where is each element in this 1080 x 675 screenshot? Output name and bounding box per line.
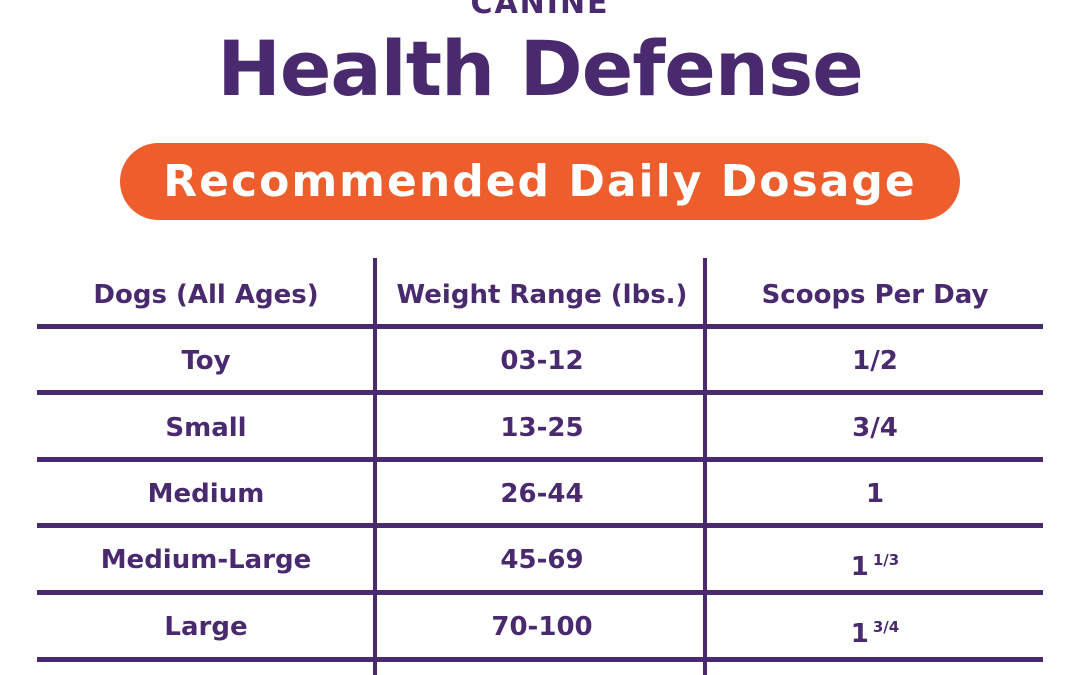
row-divider [37,657,1043,662]
row-divider [37,590,1043,595]
scoops-fraction: 3/4 [872,618,900,636]
dog-size-cell: Medium-Large [100,545,312,575]
column-header-dogs: Dogs (All Ages) [93,280,319,310]
row-divider [37,523,1043,528]
scoops-value: 3/4 [852,413,898,443]
row-divider [37,324,1043,329]
scoops-cell: 3/4 [707,413,1043,443]
dosage-table: Dogs (All Ages) Weight Range (lbs.) Scoo… [37,258,1043,675]
scoops-cell: 1/2 [707,346,1043,376]
scoops-cell: 1 1/3 [707,545,1043,582]
row-divider [37,457,1043,462]
column-divider [703,258,707,675]
scoops-value: 1 [850,619,869,649]
dosage-banner: Recommended Daily Dosage [120,143,960,220]
scoops-cell: 1 3/4 [707,612,1043,649]
dog-size-cell: Small [165,413,247,443]
row-divider [37,390,1043,395]
weight-range-cell: 45-69 [500,545,584,575]
scoops-fraction: 1/3 [872,551,900,569]
dog-size-cell: Large [164,612,248,642]
dosage-banner-label: Recommended Daily Dosage [163,156,917,207]
weight-range-cell: 26-44 [500,479,584,509]
scoops-value: 1/2 [852,346,898,376]
column-header-weight: Weight Range (lbs.) [396,280,688,310]
weight-range-cell: 70-100 [491,612,593,642]
brand-supertitle: CANINE [470,0,610,21]
page-title: Health Defense [217,24,864,113]
dog-size-cell: Toy [181,346,231,376]
scoops-cell: 1 [707,479,1043,509]
column-header-scoops: Scoops Per Day [761,280,989,310]
weight-range-cell: 13-25 [500,413,584,443]
scoops-value: 1 [865,479,885,509]
scoops-value: 1 [850,552,869,582]
column-divider [373,258,377,675]
dog-size-cell: Medium [147,479,265,509]
weight-range-cell: 03-12 [500,346,584,376]
